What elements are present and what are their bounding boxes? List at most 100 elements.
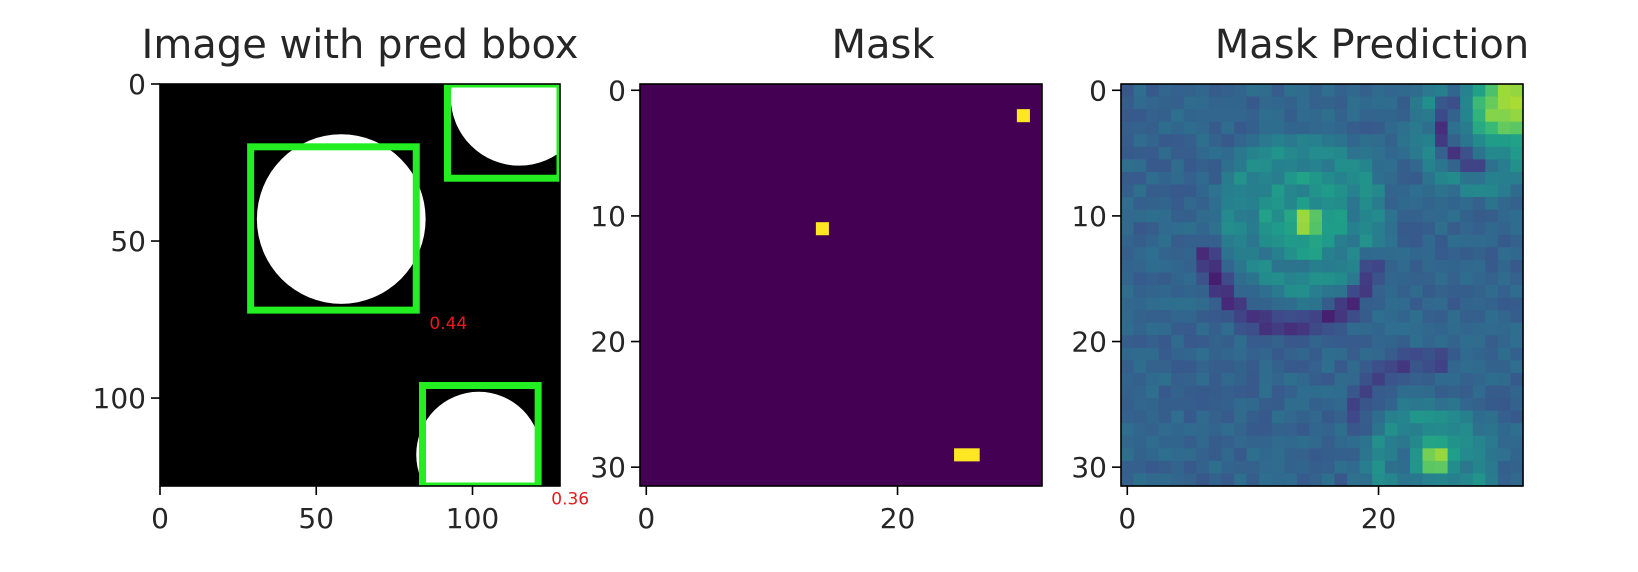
heatmap-cell <box>1359 159 1373 173</box>
heatmap-cell <box>1183 448 1197 462</box>
heatmap-cell <box>1221 209 1235 223</box>
heatmap-cell <box>1271 109 1285 123</box>
heatmap-cell <box>1271 360 1285 374</box>
heatmap-cell <box>1146 222 1160 236</box>
heatmap-cell <box>1271 134 1285 148</box>
heatmap-cell <box>1460 360 1474 374</box>
heatmap-cell <box>1309 322 1323 336</box>
heatmap-cell <box>1183 410 1197 424</box>
heatmap-cell <box>1284 448 1298 462</box>
heatmap-cell <box>1359 134 1373 148</box>
heatmap-cell <box>1447 460 1461 475</box>
heatmap-cell <box>1171 410 1185 424</box>
heatmap-cell <box>1472 209 1486 223</box>
heatmap-cell <box>1347 197 1361 211</box>
heatmap-cell <box>1359 171 1373 186</box>
heatmap-cell <box>1472 410 1486 424</box>
heatmap-cell <box>1497 109 1512 123</box>
heatmap-cell <box>1309 372 1323 387</box>
heatmap-cell <box>1510 109 1524 123</box>
heatmap-cell <box>1447 385 1461 399</box>
heatmap-cell <box>1271 159 1285 173</box>
heatmap-cell <box>1510 285 1524 299</box>
heatmap-cell <box>1497 96 1512 110</box>
heatmap-cell <box>1158 347 1172 361</box>
heatmap-cell <box>1409 197 1424 211</box>
heatmap-cell <box>1246 247 1260 261</box>
heatmap-cell <box>1409 84 1424 98</box>
heatmap-cell <box>1221 146 1235 160</box>
heatmap-cell <box>1322 247 1336 261</box>
heatmap-cell <box>1221 247 1235 261</box>
heatmap-cell <box>1146 247 1160 261</box>
heatmap-cell <box>1472 423 1486 437</box>
heatmap-cell <box>1133 423 1147 437</box>
heatmap-cell <box>1347 398 1361 412</box>
heatmap-cell <box>1409 398 1424 412</box>
heatmap-cell <box>1334 335 1348 349</box>
heatmap-cell <box>1409 222 1424 236</box>
heatmap-cell <box>1234 435 1248 449</box>
heatmap-cell <box>1322 159 1336 173</box>
heatmap-cell <box>1309 398 1323 412</box>
heatmap-cell <box>1447 159 1461 173</box>
heatmap-cell <box>1234 247 1248 261</box>
heatmap-cell <box>1397 322 1411 336</box>
heatmap-cell <box>1460 247 1474 261</box>
heatmap-cell <box>1347 84 1361 98</box>
heatmap-cell <box>1309 247 1323 261</box>
heatmap-cell <box>1121 171 1135 186</box>
heatmap-cell <box>1271 410 1285 424</box>
heatmap-cell <box>1171 184 1185 198</box>
bbox <box>419 382 542 486</box>
heatmap-cell <box>1296 134 1311 148</box>
heatmap-cell <box>1472 146 1486 160</box>
heatmap-cell <box>1422 146 1436 160</box>
heatmap-cell <box>1497 322 1512 336</box>
heatmap-cell <box>1271 171 1285 186</box>
heatmap-cell <box>1322 84 1336 98</box>
heatmap-cell <box>1158 84 1172 98</box>
heatmap-cell <box>1133 285 1147 299</box>
heatmap-cell <box>1121 197 1135 211</box>
heatmap-cell <box>1384 184 1398 198</box>
heatmap-cell <box>1322 184 1336 198</box>
heatmap-cell <box>1246 297 1260 311</box>
heatmap-cell <box>1246 473 1260 487</box>
y-tick-label: 0 <box>608 74 626 107</box>
heatmap-cell <box>1485 372 1499 387</box>
heatmap-cell <box>1322 146 1336 160</box>
heatmap-cell <box>1384 222 1398 236</box>
heatmap-cell <box>1347 109 1361 123</box>
heatmap-cell <box>1485 222 1499 236</box>
heatmap-cell <box>1133 335 1147 349</box>
heatmap-cell <box>1309 385 1323 399</box>
heatmap-cell <box>1296 96 1311 110</box>
heatmap-cell <box>1485 435 1499 449</box>
heatmap-cell <box>1347 96 1361 110</box>
heatmap-cell <box>1422 209 1436 223</box>
heatmap-cell <box>1259 259 1273 274</box>
heatmap-cell <box>1146 109 1160 123</box>
heatmap-cell <box>1296 197 1311 211</box>
heatmap-cell <box>1183 134 1197 148</box>
heatmap-cell <box>1322 171 1336 186</box>
heatmap-cell <box>1372 222 1386 236</box>
heatmap-cell <box>1171 322 1185 336</box>
heatmap-cell <box>1497 310 1512 324</box>
heatmap-cell <box>1409 297 1424 311</box>
heatmap-cell <box>1435 322 1449 336</box>
heatmap-cell <box>1234 360 1248 374</box>
heatmap-cell <box>1485 473 1499 487</box>
heatmap-cell <box>1447 448 1461 462</box>
heatmap-cell <box>1460 347 1474 361</box>
heatmap-cell <box>1133 184 1147 198</box>
heatmap-cell <box>1359 473 1373 487</box>
heatmap-cell <box>1171 297 1185 311</box>
heatmap-cell <box>1334 423 1348 437</box>
heatmap-cell <box>1284 423 1298 437</box>
heatmap-cell <box>1234 335 1248 349</box>
heatmap-cell <box>1171 159 1185 173</box>
heatmap-cell <box>1472 272 1486 286</box>
